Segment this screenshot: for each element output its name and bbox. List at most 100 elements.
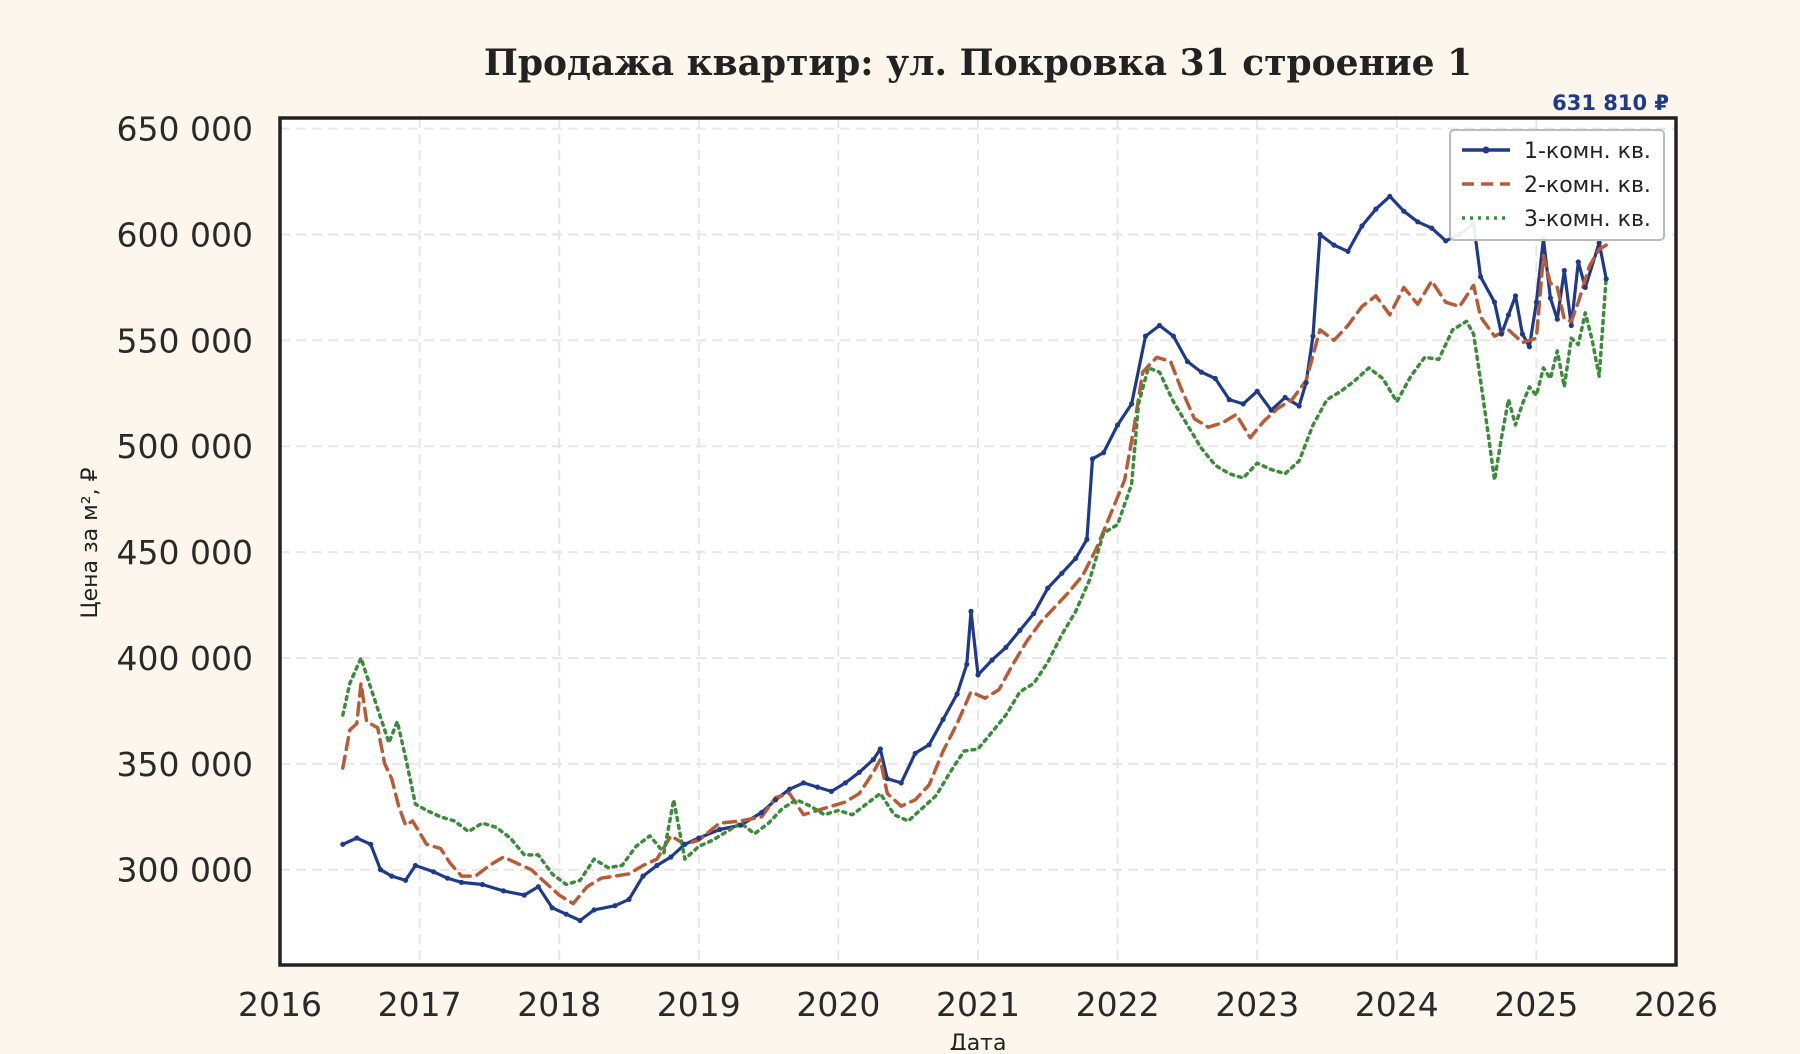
data-point [842, 780, 849, 786]
data-point [964, 661, 970, 667]
y-axis-ticks: 300 000 350 000 400 000 450 000 500 000 550 0… [117, 110, 253, 890]
data-point [786, 786, 793, 792]
y-tick-label: 350 000 [117, 745, 253, 784]
data-point [1268, 407, 1274, 413]
data-point [856, 769, 862, 775]
data-point [389, 873, 395, 879]
data-point [535, 884, 541, 890]
x-tick-label: 2022 [1076, 985, 1160, 1024]
data-point [1498, 331, 1505, 337]
x-tick-label: 2016 [238, 985, 322, 1024]
data-point [1296, 403, 1302, 409]
plot-frame [278, 116, 1678, 967]
data-point [989, 657, 995, 663]
legend-label-3: 3-комн. кв. [1524, 207, 1651, 232]
data-point [1084, 536, 1090, 543]
data-point [912, 750, 918, 756]
data-point [1254, 388, 1260, 394]
data-point [954, 691, 960, 697]
y-tick-label: 400 000 [117, 639, 253, 678]
data-point [612, 903, 618, 909]
data-point [1170, 333, 1176, 339]
data-point [668, 854, 674, 860]
data-point [458, 879, 465, 886]
data-point [884, 776, 890, 782]
data-point [577, 917, 583, 924]
data-point [654, 862, 660, 869]
data-point [1373, 206, 1379, 212]
data-point [1142, 333, 1149, 339]
data-point [412, 862, 418, 869]
x-tick-label: 2017 [378, 985, 462, 1024]
data-point [1533, 299, 1539, 305]
data-point [898, 780, 904, 786]
x-axis-ticks: 2016 2017 2018 2019 2020 2021 2022 2023 2024 2025… [238, 985, 1718, 1024]
data-point [1401, 208, 1407, 214]
data-point [1512, 293, 1519, 299]
grid [280, 118, 1676, 965]
data-point [800, 780, 807, 786]
y-axis-label: Цена за м², ₽ [78, 467, 103, 618]
data-point [1003, 644, 1009, 651]
data-point [626, 896, 632, 903]
data-point [717, 826, 723, 833]
data-point [1101, 450, 1107, 456]
data-point [870, 757, 876, 763]
data-point [1519, 331, 1525, 337]
data-point [1031, 610, 1037, 617]
x-tick-label: 2021 [936, 985, 1020, 1024]
series-line-2 [341, 243, 1608, 906]
x-tick-label: 2019 [657, 985, 741, 1024]
data-point [1226, 397, 1232, 403]
data-point [1603, 276, 1609, 282]
data-point [1303, 380, 1309, 386]
legend-label-1: 1-комн. кв. [1524, 139, 1651, 164]
data-point [1184, 358, 1190, 365]
y-tick-label: 600 000 [117, 215, 253, 254]
x-tick-label: 2025 [1494, 985, 1578, 1024]
data-point [1575, 259, 1581, 265]
data-point [1129, 401, 1135, 407]
data-point [521, 892, 527, 898]
data-point [1198, 369, 1204, 375]
data-point [759, 809, 765, 816]
data-point [549, 905, 555, 911]
annotations: 631 810 ₽ [1552, 91, 1669, 115]
data-point [1156, 322, 1163, 329]
data-point [1282, 394, 1288, 401]
x-tick-label: 2020 [796, 985, 880, 1024]
x-tick-label: 2024 [1355, 985, 1439, 1024]
data-point [444, 875, 451, 881]
data-point [1310, 333, 1316, 339]
data-point [1596, 240, 1602, 246]
data-point [1045, 585, 1051, 591]
data-point [828, 788, 835, 795]
data-point [968, 608, 974, 615]
data-point [1415, 219, 1421, 225]
data-point [591, 907, 597, 913]
data-point [431, 869, 437, 875]
data-point [1359, 223, 1365, 229]
data-point [354, 835, 360, 841]
data-point [1443, 238, 1449, 244]
data-point [1429, 225, 1435, 231]
data-point [696, 835, 702, 841]
data-point [940, 716, 946, 723]
data-point [1478, 274, 1484, 280]
y-tick-label: 300 000 [117, 851, 253, 890]
data-point [1505, 312, 1512, 318]
data-point [377, 867, 384, 873]
data-point [1212, 375, 1218, 382]
data-point [563, 911, 569, 917]
data-point [1547, 295, 1553, 301]
data-point [1240, 401, 1246, 407]
annotation-label: 631 810 ₽ [1552, 91, 1669, 115]
legend-marker [1482, 146, 1490, 154]
data-point [814, 784, 821, 790]
data-point [877, 746, 883, 752]
data-point [1491, 299, 1498, 305]
legend-label-2: 2-комн. кв. [1524, 173, 1651, 198]
data-point [500, 888, 506, 894]
data-point [403, 877, 409, 883]
x-tick-label: 2023 [1215, 985, 1299, 1024]
